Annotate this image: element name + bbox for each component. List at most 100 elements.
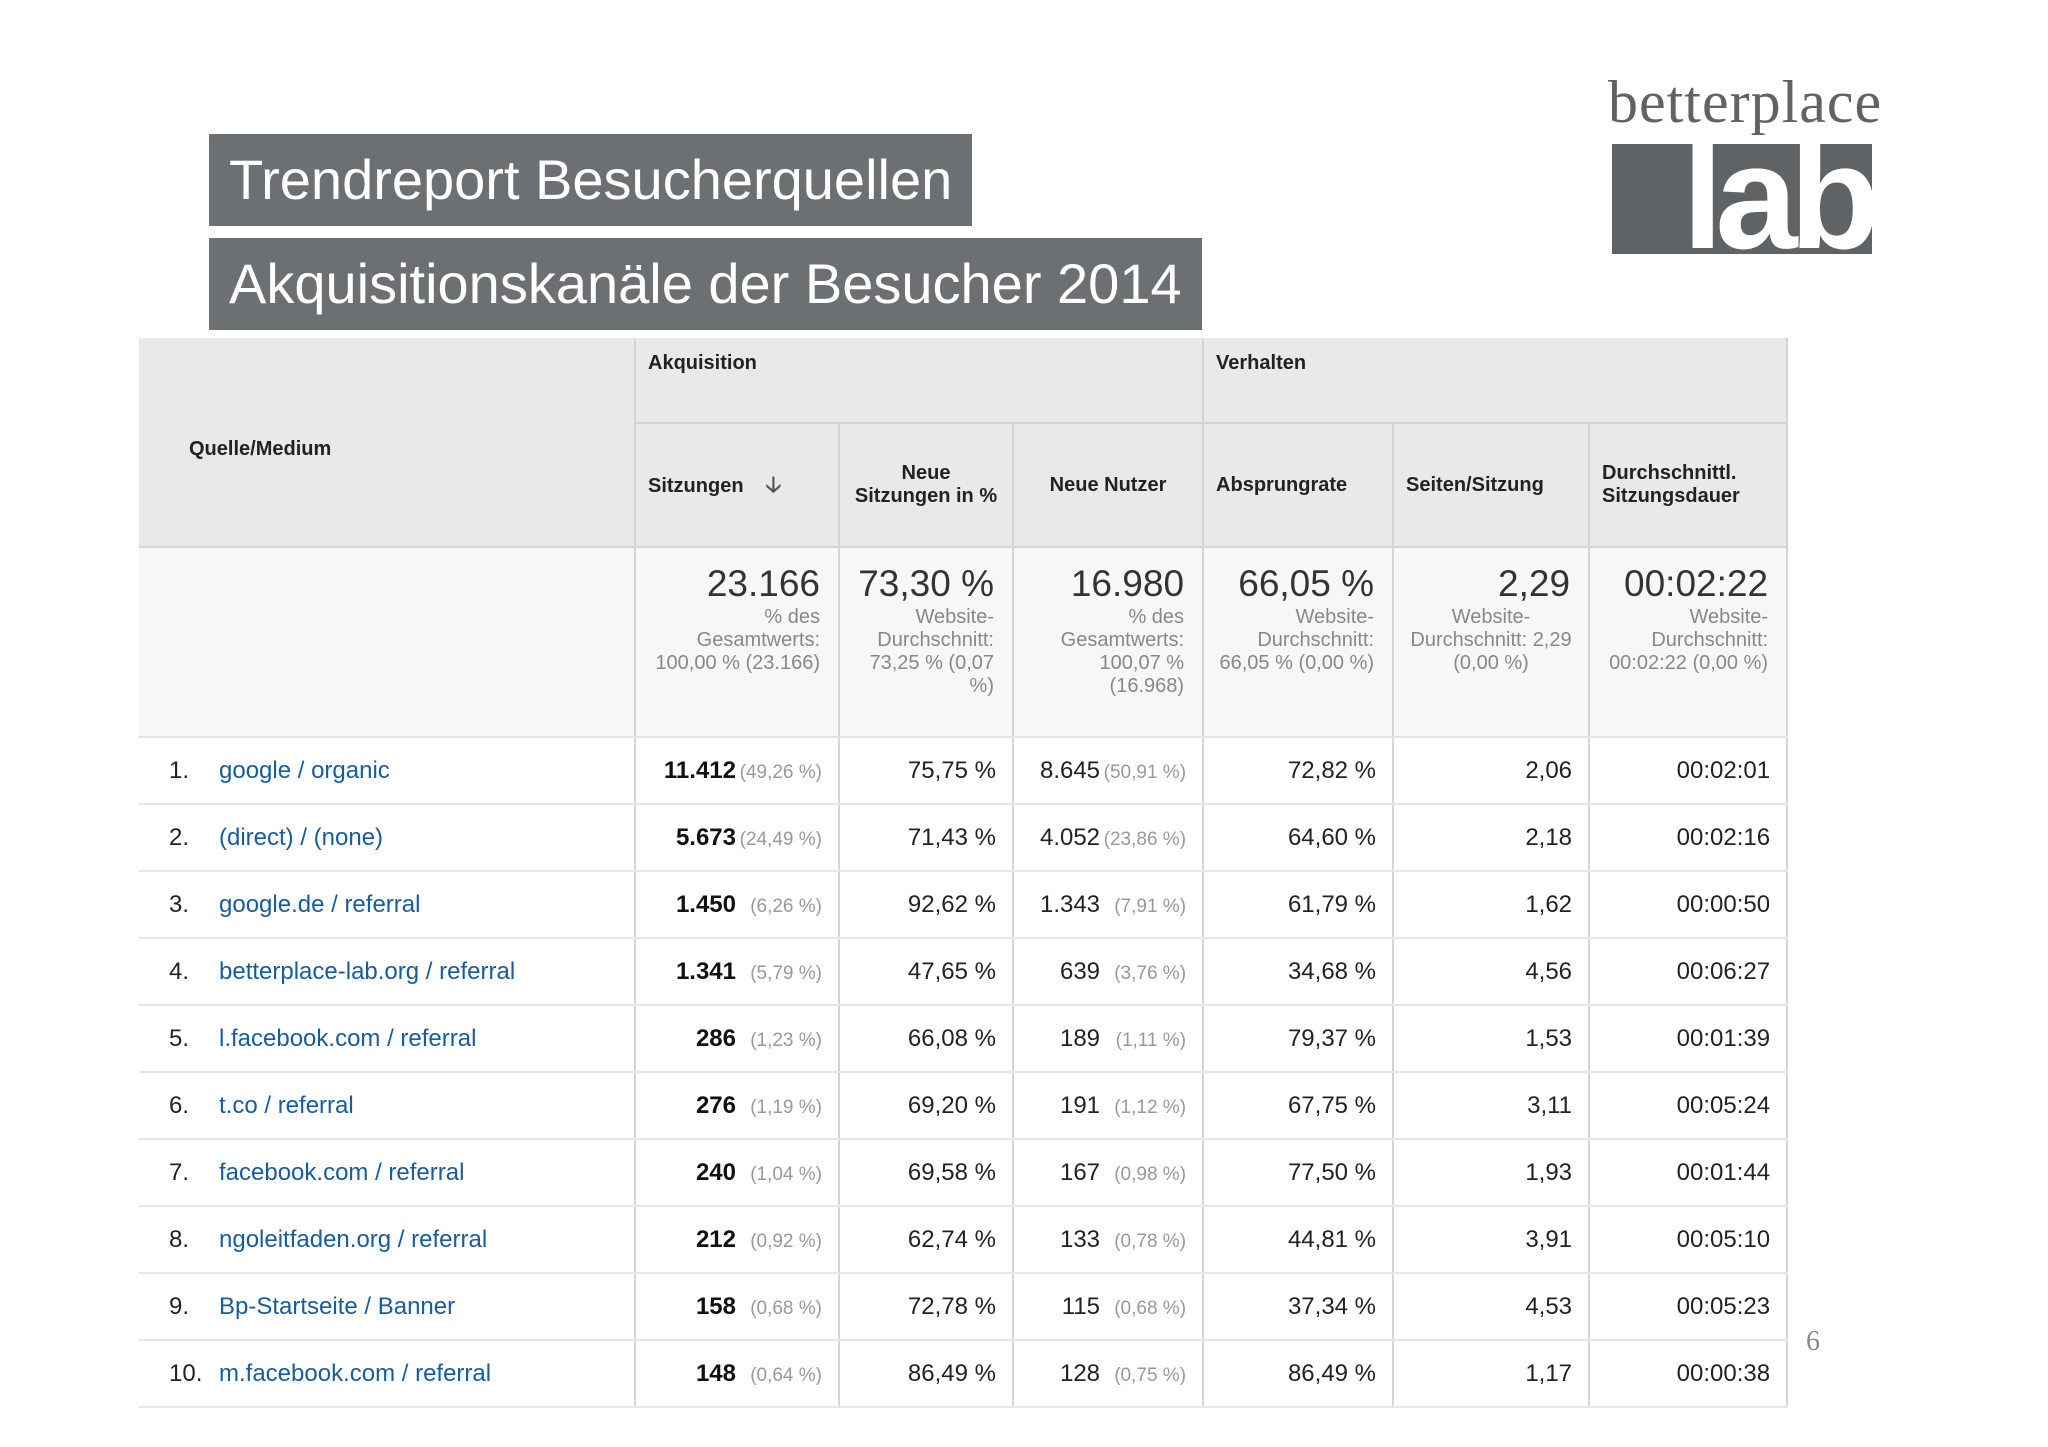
sessions-cell: 1.341 (5,79 %) — [635, 938, 840, 1006]
bounce-rate-cell: 77,50 % — [1203, 1139, 1395, 1207]
pages-per-session-cell: 1,93 — [1393, 1139, 1591, 1207]
header-avg-session-duration[interactable]: Durchschnittl. Sitzungsdauer — [1589, 422, 1789, 548]
header-sessions[interactable]: Sitzungen 🡣 — [635, 422, 840, 548]
new-users-share: (3,76 %) — [1114, 962, 1187, 984]
source-link[interactable]: google.de / referral — [219, 890, 421, 918]
table-row: 3. google.de / referral 1.450 (6,26 %) 92,62… — [139, 871, 1789, 939]
totals-sessions: 23.166% des Gesamtwerts: 100,00 % (23.16… — [635, 547, 840, 738]
new-sessions-cell: 71,43 % — [839, 804, 1014, 872]
source-cell: 2. (direct) / (none) — [139, 804, 636, 872]
new-sessions-cell: 75,75 % — [839, 737, 1014, 805]
new-sessions-cell: 72,78 % — [839, 1273, 1014, 1341]
new-users-cell: 189 (1,11 %) — [1013, 1005, 1205, 1073]
avg-session-duration-cell: 00:02:16 — [1589, 804, 1789, 872]
source-link[interactable]: ngoleitfaden.org / referral — [219, 1225, 488, 1253]
row-index: 7. — [169, 1158, 190, 1186]
bounce-rate-cell: 37,34 % — [1203, 1273, 1395, 1341]
bounce-rate-cell: 79,37 % — [1203, 1005, 1395, 1073]
pages-per-session-cell: 2,06 — [1393, 737, 1591, 805]
avg-session-duration-cell: 00:01:39 — [1589, 1005, 1789, 1073]
table-row: 5. l.facebook.com / referral 286 (1,23 %) 66… — [139, 1005, 1789, 1073]
source-link[interactable]: betterplace-lab.org / referral — [219, 957, 516, 985]
table-row: 2. (direct) / (none) 5.673 (24,49 %) 71,43 %… — [139, 804, 1789, 872]
header-source[interactable]: Quelle/Medium — [139, 338, 636, 548]
arrow-down-icon[interactable]: 🡣 — [765, 471, 782, 497]
page-number: 6 — [1806, 1326, 1820, 1357]
source-cell: 7. facebook.com / referral — [139, 1139, 636, 1207]
pages-per-session-cell: 3,11 — [1393, 1072, 1591, 1140]
bounce-rate-cell: 64,60 % — [1203, 804, 1395, 872]
header-group-acquisition: Akquisition — [635, 338, 1205, 423]
pages-per-session-cell: 4,56 — [1393, 938, 1591, 1006]
totals-row: 23.166% des Gesamtwerts: 100,00 % (23.16… — [139, 547, 1789, 738]
source-cell: 6. t.co / referral — [139, 1072, 636, 1140]
acquisition-table: Quelle/Medium Akquisition Verhalten Sitz… — [139, 338, 1789, 1408]
sessions-share: (0,68 %) — [750, 1297, 822, 1319]
row-index: 1. — [169, 756, 190, 784]
new-users-cell: 4.052 (23,86 %) — [1013, 804, 1205, 872]
row-index: 8. — [169, 1225, 190, 1253]
row-index: 6. — [169, 1091, 190, 1119]
sessions-cell: 212 (0,92 %) — [635, 1206, 840, 1274]
avg-session-duration-cell: 00:06:27 — [1589, 938, 1789, 1006]
new-users-value: 1.343 — [1039, 890, 1101, 918]
source-link[interactable]: google / organic — [219, 756, 390, 784]
source-link[interactable]: facebook.com / referral — [219, 1158, 465, 1186]
new-users-cell: 639 (3,76 %) — [1013, 938, 1205, 1006]
new-users-cell: 8.645 (50,91 %) — [1013, 737, 1205, 805]
logo-wordmark: betterplace — [1608, 69, 1883, 135]
header-new-sessions[interactable]: Neue Sitzungen in % — [839, 422, 1014, 548]
source-link[interactable]: m.facebook.com / referral — [219, 1359, 492, 1387]
header-bounce-rate[interactable]: Absprungrate — [1203, 422, 1395, 548]
row-index: 3. — [169, 890, 190, 918]
sessions-value: 148 — [695, 1359, 736, 1387]
source-cell: 1. google / organic — [139, 737, 636, 805]
sessions-share: (24,49 %) — [739, 828, 822, 850]
sessions-value: 286 — [695, 1024, 736, 1052]
new-sessions-cell: 47,65 % — [839, 938, 1014, 1006]
header-pages-per-session[interactable]: Seiten/Sitzung — [1393, 422, 1591, 548]
sessions-value: 212 — [695, 1225, 736, 1253]
source-cell: 4. betterplace-lab.org / referral — [139, 938, 636, 1006]
bounce-rate-cell: 44,81 % — [1203, 1206, 1395, 1274]
bounce-rate-cell: 67,75 % — [1203, 1072, 1395, 1140]
avg-session-duration-cell: 00:01:44 — [1589, 1139, 1789, 1207]
table-row: 10. m.facebook.com / referral 148 (0,64 %) 8… — [139, 1340, 1789, 1408]
table-row: 6. t.co / referral 276 (1,19 %) 69,20 % 191 (1… — [139, 1072, 1789, 1140]
avg-session-duration-cell: 00:00:38 — [1589, 1340, 1789, 1408]
sessions-cell: 158 (0,68 %) — [635, 1273, 840, 1341]
row-index: 9. — [169, 1292, 190, 1320]
new-users-value: 8.645 — [1039, 756, 1101, 784]
pages-per-session-cell: 1,17 — [1393, 1340, 1591, 1408]
new-users-share: (7,91 %) — [1114, 895, 1187, 917]
sessions-cell: 5.673 (24,49 %) — [635, 804, 840, 872]
avg-session-duration-cell: 00:02:01 — [1589, 737, 1789, 805]
source-link[interactable]: t.co / referral — [219, 1091, 354, 1119]
sessions-cell: 240 (1,04 %) — [635, 1139, 840, 1207]
pages-per-session-cell: 1,62 — [1393, 871, 1591, 939]
table-row: 9. Bp-Startseite / Banner 158 (0,68 %) 72,78… — [139, 1273, 1789, 1341]
sessions-share: (0,92 %) — [750, 1230, 822, 1252]
new-users-share: (1,12 %) — [1114, 1096, 1187, 1118]
sessions-cell: 286 (1,23 %) — [635, 1005, 840, 1073]
source-link[interactable]: Bp-Startseite / Banner — [219, 1292, 456, 1320]
new-users-share: (0,78 %) — [1114, 1230, 1187, 1252]
new-users-cell: 133 (0,78 %) — [1013, 1206, 1205, 1274]
header-new-users[interactable]: Neue Nutzer — [1013, 422, 1205, 548]
source-link[interactable]: (direct) / (none) — [219, 823, 384, 851]
page-title: Trendreport Besucherquellen — [209, 134, 973, 226]
totals-pages-per-session: 2,29 Website-Durchschnitt: 2,29 (0,00 %) — [1393, 547, 1591, 738]
pages-per-session-cell: 4,53 — [1393, 1273, 1591, 1341]
source-link[interactable]: l.facebook.com / referral — [219, 1024, 477, 1052]
new-users-share: (0,75 %) — [1114, 1364, 1187, 1386]
pages-per-session-cell: 3,91 — [1393, 1206, 1591, 1274]
avg-session-duration-cell: 00:00:50 — [1589, 871, 1789, 939]
bounce-rate-cell: 61,79 % — [1203, 871, 1395, 939]
sessions-share: (6,26 %) — [750, 895, 822, 917]
row-index: 5. — [169, 1024, 190, 1052]
source-cell: 10. m.facebook.com / referral — [139, 1340, 636, 1408]
avg-session-duration-cell: 00:05:23 — [1589, 1273, 1789, 1341]
new-sessions-cell: 86,49 % — [839, 1340, 1014, 1408]
sessions-cell: 1.450 (6,26 %) — [635, 871, 840, 939]
sessions-value: 1.450 — [675, 890, 736, 918]
